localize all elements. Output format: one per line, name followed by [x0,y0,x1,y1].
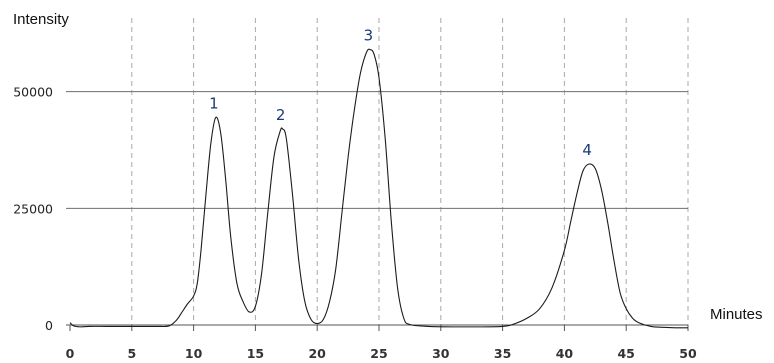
x-tick-label-25: 25 [370,346,387,361]
x-tick-label-5: 5 [127,346,136,361]
series-line [69,48,689,329]
x-tick-label-45: 45 [617,346,634,361]
peak-label-4: 4 [582,141,592,159]
x-tick-label-0: 0 [66,346,75,361]
y-tick-label-25000: 25000 [13,201,53,216]
x-tick-label-10: 10 [185,346,203,361]
x-tick-label-35: 35 [494,346,511,361]
x-tick-label-15: 15 [247,346,264,361]
y-tick-label-50000: 50000 [13,85,53,100]
x-axis-ticks: 0 5 10 15 20 25 30 35 40 45 50 [66,325,697,361]
x-axis-title: Minutes [710,306,763,323]
peak-label-3: 3 [364,27,374,45]
x-tick-label-50: 50 [679,346,697,361]
x-tick-label-30: 30 [432,346,450,361]
peak-label-1: 1 [209,94,219,112]
y-axis-title: Intensity [13,11,69,28]
x-tick-label-20: 20 [308,346,326,361]
x-tick-label-40: 40 [556,346,574,361]
y-tick-label-0: 0 [45,318,53,333]
y-axis-ticks: 0 25000 50000 [13,85,53,333]
grid-lines [66,18,689,325]
peak-label-2: 2 [276,106,286,124]
peak-labels: 1 2 3 4 [209,27,592,159]
